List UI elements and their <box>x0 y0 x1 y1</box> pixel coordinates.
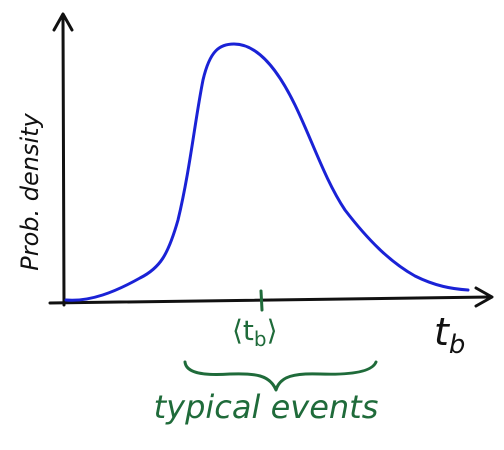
y-axis-label: Prob. density <box>16 112 44 270</box>
typical-range-brace <box>183 360 378 392</box>
x-axis-label-main: t <box>434 310 451 354</box>
density-curve <box>64 42 470 302</box>
x-axis <box>48 295 492 305</box>
x-axis-label-sub: b <box>449 330 466 360</box>
mean-label-close: ⟩ <box>267 314 278 347</box>
x-axis-label: tb <box>434 310 465 360</box>
mean-label-open: ⟨t <box>232 314 254 347</box>
x-axis-arrowhead <box>474 286 494 308</box>
mean-label-sub: b <box>254 327 267 351</box>
y-axis-arrowhead <box>52 12 74 32</box>
mean-tick <box>259 289 264 312</box>
mean-label: ⟨tb⟩ <box>232 314 278 351</box>
typical-events-label: typical events <box>154 388 379 426</box>
y-axis <box>61 16 66 307</box>
